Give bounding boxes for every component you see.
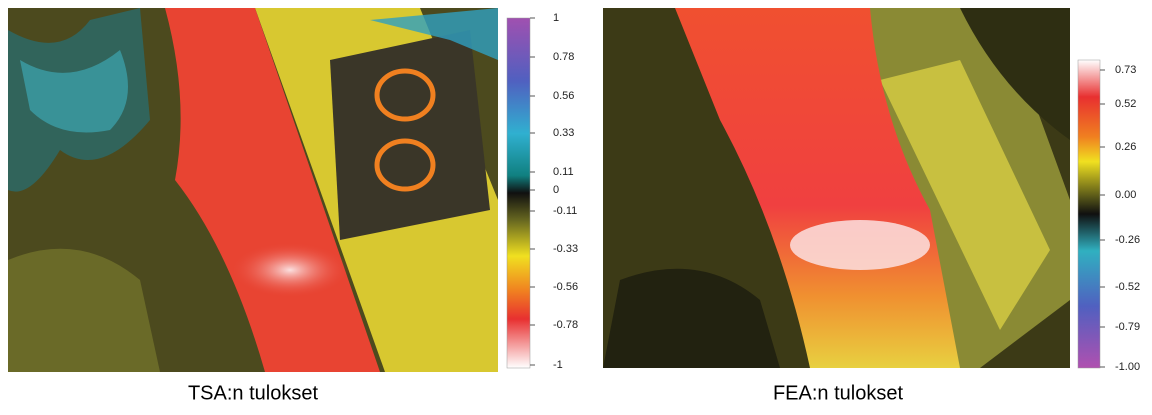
colorbar-tick-label: 0.11: [553, 166, 574, 178]
caption: FEA:n tulokset: [773, 382, 904, 404]
figure: TSA:n tulokset FEA:n tulokset 1 0.78 0.56 0…: [0, 0, 1152, 410]
colorbar-tick-label: 0.26: [1115, 141, 1136, 153]
caption: TSA:n tulokset: [188, 382, 319, 404]
colorbar-tick-label: 0: [553, 184, 559, 196]
colorbar-tick-label: 0.56: [553, 90, 574, 102]
tsa-image: [8, 8, 498, 372]
colorbar-tick-label: -0.56: [553, 281, 578, 293]
fea-image: [603, 8, 1070, 368]
colorbar-tick-label: -0.26: [1115, 234, 1140, 246]
colorbar: [507, 18, 530, 368]
colorbar-tick-label: 0.00: [1115, 189, 1136, 201]
colorbar-tick-label: 0.52: [1115, 98, 1136, 110]
colorbar-tick-label: -0.11: [553, 205, 577, 217]
colorbar-tick-label: 1: [553, 12, 559, 24]
colorbar: [1078, 60, 1100, 368]
colorbar-tick-label: 0.33: [553, 127, 574, 139]
colorbar-tick-label: -0.33: [553, 243, 578, 255]
colorbar-tick-label: -1: [553, 359, 563, 371]
colorbar-tick-label: -0.78: [553, 319, 578, 331]
colorbar-tick-label: -0.52: [1115, 281, 1140, 293]
colorbar-tick-label: -1.00: [1115, 361, 1140, 373]
colorbar-tick-label: 0.78: [553, 51, 574, 63]
colorbar-tick-label: -0.79: [1115, 321, 1140, 333]
colorbar-tick-label: 0.73: [1115, 64, 1136, 76]
